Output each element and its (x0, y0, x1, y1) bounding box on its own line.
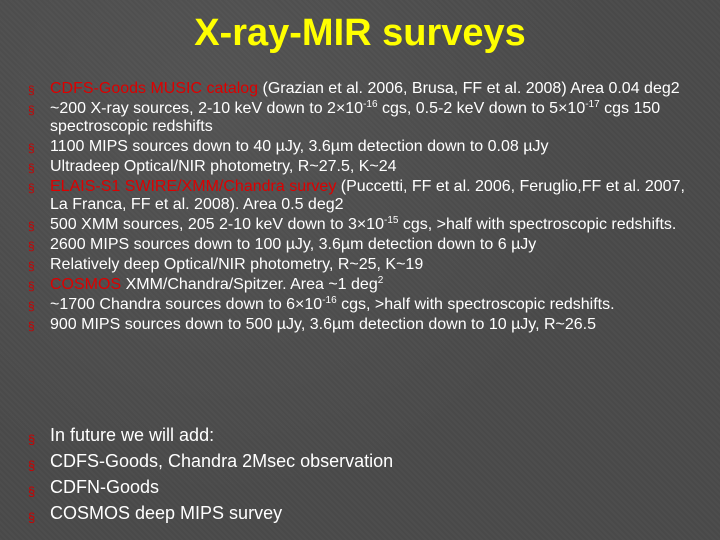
bullet-icon: § (28, 103, 35, 117)
item-text: In future we will add: (50, 425, 215, 445)
exponent: -16 (363, 99, 378, 110)
item-text: COSMOS deep MIPS survey (50, 503, 283, 523)
bullet-icon: § (28, 458, 36, 473)
bullet-icon: § (28, 141, 35, 155)
list-item: § In future we will add: (28, 422, 698, 448)
bullet-icon: § (28, 219, 35, 233)
list-item: § COSMOS XMM/Chandra/Spitzer. Area ~1 de… (28, 276, 698, 294)
bullet-icon: § (28, 279, 35, 293)
item-text: cgs, >half with spectroscopic redshifts. (336, 296, 615, 313)
exponent: -16 (322, 295, 337, 306)
item-text: CDFS-Goods, Chandra 2Msec observation (50, 451, 394, 471)
list-item: § 1100 MIPS sources down to 40 µJy, 3.6µ… (28, 138, 698, 156)
future-list: § In future we will add: § CDFS-Goods, C… (28, 422, 698, 526)
item-text: ~200 X-ray sources, 2-10 keV down to 2×1… (50, 100, 364, 117)
item-text: CDFN-Goods (50, 477, 160, 497)
exponent: -15 (383, 215, 399, 226)
bullet-icon: § (28, 239, 35, 253)
item-text: 2600 MIPS sources down to 100 µJy, 3.6µm… (50, 236, 537, 253)
item-text: ~1700 Chandra sources down to 6×10 (50, 296, 323, 313)
bullet-icon: § (28, 259, 35, 273)
survey-name: CDFS-Goods MUSIC catalog (50, 80, 259, 97)
bullet-icon: § (28, 161, 35, 175)
survey-name: COSMOS (50, 276, 122, 293)
list-item: § Ultradeep Optical/NIR photometry, R~27… (28, 158, 698, 176)
bullet-icon: § (28, 484, 36, 499)
item-text: 900 MIPS sources down to 500 µJy, 3.6µm … (50, 316, 597, 333)
list-item: § ELAIS-S1 SWIRE/XMM/Chandra survey (Puc… (28, 178, 698, 214)
list-item: § 500 XMM sources, 205 2-10 keV down to … (28, 216, 698, 234)
list-item: § Relatively deep Optical/NIR photometry… (28, 256, 698, 274)
exponent: 2 (377, 275, 384, 286)
bullet-icon: § (28, 319, 35, 333)
item-text: 1100 MIPS sources down to 40 µJy, 3.6µm … (50, 138, 549, 155)
item-text: 500 XMM sources, 205 2-10 keV down to 3×… (50, 216, 384, 233)
list-item: § CDFN-Goods (28, 474, 698, 500)
list-item: § 2600 MIPS sources down to 100 µJy, 3.6… (28, 236, 698, 254)
slide-title: X-ray-MIR surveys (194, 12, 526, 54)
item-text: XMM/Chandra/Spitzer. Area ~1 deg (121, 276, 378, 293)
item-text: cgs, >half with spectroscopic redshifts. (398, 216, 677, 233)
bullet-icon: § (28, 510, 36, 525)
list-item: § CDFS-Goods MUSIC catalog (Grazian et a… (28, 80, 698, 98)
item-text: cgs 150 spectroscopic redshifts (50, 100, 661, 135)
list-item: § ~200 X-ray sources, 2-10 keV down to 2… (28, 100, 698, 136)
item-text: cgs, 0.5-2 keV down to 5×10 (377, 100, 586, 117)
item-text: (Puccetti, FF et al. 2006, Feruglio,FF e… (50, 178, 685, 213)
exponent: -17 (585, 99, 600, 110)
item-text: Relatively deep Optical/NIR photometry, … (50, 256, 424, 273)
item-text: (Grazian et al. 2006, Brusa, FF et al. 2… (258, 80, 680, 97)
survey-list: § CDFS-Goods MUSIC catalog (Grazian et a… (28, 80, 698, 336)
survey-name: ELAIS-S1 SWIRE/XMM/Chandra survey (50, 178, 337, 195)
list-item: § CDFS-Goods, Chandra 2Msec observation (28, 448, 698, 474)
list-item: § COSMOS deep MIPS survey (28, 500, 698, 526)
bullet-icon: § (28, 299, 35, 313)
bullet-icon: § (28, 83, 35, 97)
bullet-icon: § (28, 181, 35, 195)
list-item: § ~1700 Chandra sources down to 6×10-16 … (28, 296, 698, 314)
bullet-icon: § (28, 432, 36, 447)
list-item: § 900 MIPS sources down to 500 µJy, 3.6µ… (28, 316, 698, 334)
item-text: Ultradeep Optical/NIR photometry, R~27.5… (50, 158, 397, 175)
